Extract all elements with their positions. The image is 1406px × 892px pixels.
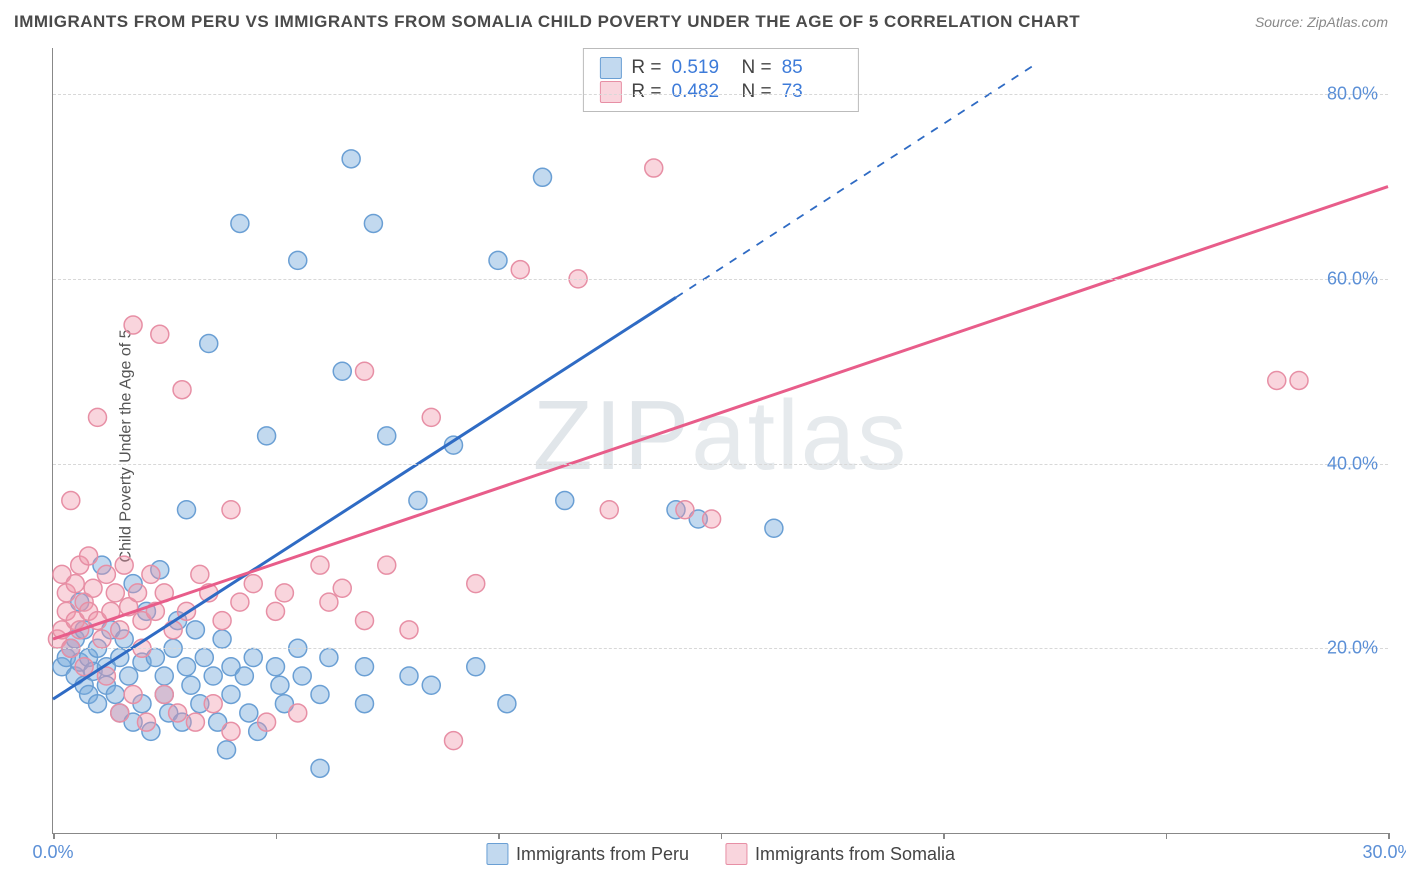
swatch-peru-icon	[486, 843, 508, 865]
ytick-label: 40.0%	[1327, 453, 1378, 474]
legend-item-peru: Immigrants from Peru	[486, 843, 689, 865]
xtick-label: 30.0%	[1362, 842, 1406, 863]
source-attribution: Source: ZipAtlas.com	[1255, 14, 1388, 30]
legend-label-somalia: Immigrants from Somalia	[755, 844, 955, 865]
legend-item-somalia: Immigrants from Somalia	[725, 843, 955, 865]
ytick-label: 20.0%	[1327, 638, 1378, 659]
ytick-label: 60.0%	[1327, 268, 1378, 289]
swatch-somalia-icon	[725, 843, 747, 865]
ytick-label: 80.0%	[1327, 84, 1378, 105]
xtick-label: 0.0%	[32, 842, 73, 863]
plot-area: ZIPatlas R = 0.519 N = 85 R = 0.482 N = …	[52, 48, 1388, 834]
scatter-svg	[53, 48, 1388, 833]
series-legend: Immigrants from Peru Immigrants from Som…	[486, 843, 955, 865]
chart-title: IMMIGRANTS FROM PERU VS IMMIGRANTS FROM …	[14, 12, 1080, 32]
legend-label-peru: Immigrants from Peru	[516, 844, 689, 865]
